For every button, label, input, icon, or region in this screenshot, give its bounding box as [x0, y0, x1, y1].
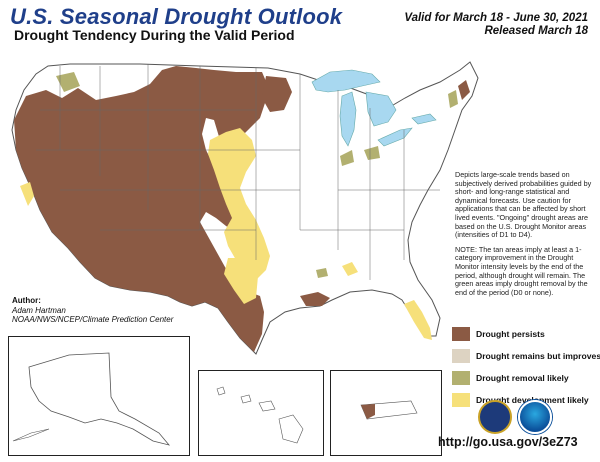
- hawaii-map: [216, 386, 304, 444]
- drought-persists-texas-coast: [300, 292, 330, 306]
- legend-label: Drought persists: [476, 329, 545, 339]
- puerto-rico-inset: [330, 370, 442, 456]
- legend-label: Drought removal likely: [476, 373, 569, 383]
- hawaii-inset: [198, 370, 324, 456]
- lake-huron: [365, 91, 397, 127]
- legend-item-improves: Drought remains but improves: [452, 347, 600, 365]
- map-subtitle: Drought Tendency During the Valid Period: [14, 27, 295, 43]
- lake-erie: [377, 127, 413, 147]
- description-note: NOTE: The tan areas imply at least a 1-c…: [455, 244, 588, 297]
- doc-seal-icon: [478, 400, 512, 434]
- state-boundaries: [36, 64, 440, 280]
- drought-development-florida: [404, 300, 432, 340]
- legend-swatch: [452, 349, 470, 363]
- legend-swatch: [452, 393, 470, 407]
- drought-removal-ohio: [364, 146, 380, 160]
- legend-swatch: [452, 327, 470, 341]
- valid-period: Valid for March 18 - June 30, 2021: [404, 12, 588, 24]
- drought-development-south-cal: [20, 182, 34, 206]
- author-name: Adam Hartman: [12, 305, 66, 315]
- drought-removal-montana: [56, 72, 80, 92]
- alaska-inset: [8, 336, 190, 456]
- lake-michigan: [339, 91, 357, 147]
- author-heading: Author:: [12, 296, 41, 305]
- drought-persists-maine: [458, 80, 470, 100]
- puerto-rico-map: [360, 400, 418, 420]
- drought-development-south-texas: [224, 258, 258, 304]
- drought-development-plains: [208, 128, 270, 282]
- drought-persists-dakotas: [262, 76, 292, 112]
- author-organization: NOAA/NWS/NCEP/Climate Prediction Center: [12, 315, 174, 324]
- alaska-map: [12, 352, 171, 446]
- legend-swatch: [452, 371, 470, 385]
- outlook-url-link[interactable]: http://go.usa.gov/3eZ73: [438, 435, 578, 449]
- drought-removal-great-lakes: [340, 150, 354, 166]
- map-title: U.S. Seasonal Drought Outlook: [10, 4, 343, 29]
- lake-superior: [311, 69, 381, 93]
- legend-item-removal: Drought removal likely: [452, 369, 600, 387]
- legend-item-persists: Drought persists: [452, 325, 600, 343]
- author-block: Author: Adam Hartman NOAA/NWS/NCEP/Clima…: [12, 296, 173, 325]
- release-date: Released March 18: [484, 25, 588, 37]
- drought-removal-new-england: [448, 90, 458, 108]
- legend: Drought persists Drought remains but imp…: [452, 325, 600, 413]
- description-text: Depicts large-scale trends based on subj…: [455, 170, 595, 303]
- drought-development-arkansas: [342, 262, 358, 276]
- legend-label: Drought remains but improves: [476, 351, 600, 361]
- drought-removal-southeast: [316, 268, 328, 278]
- drought-persists-west: [14, 66, 268, 352]
- lake-ontario: [411, 113, 437, 125]
- description-paragraph: Depicts large-scale trends based on subj…: [455, 170, 592, 240]
- noaa-logo-icon: [518, 400, 552, 434]
